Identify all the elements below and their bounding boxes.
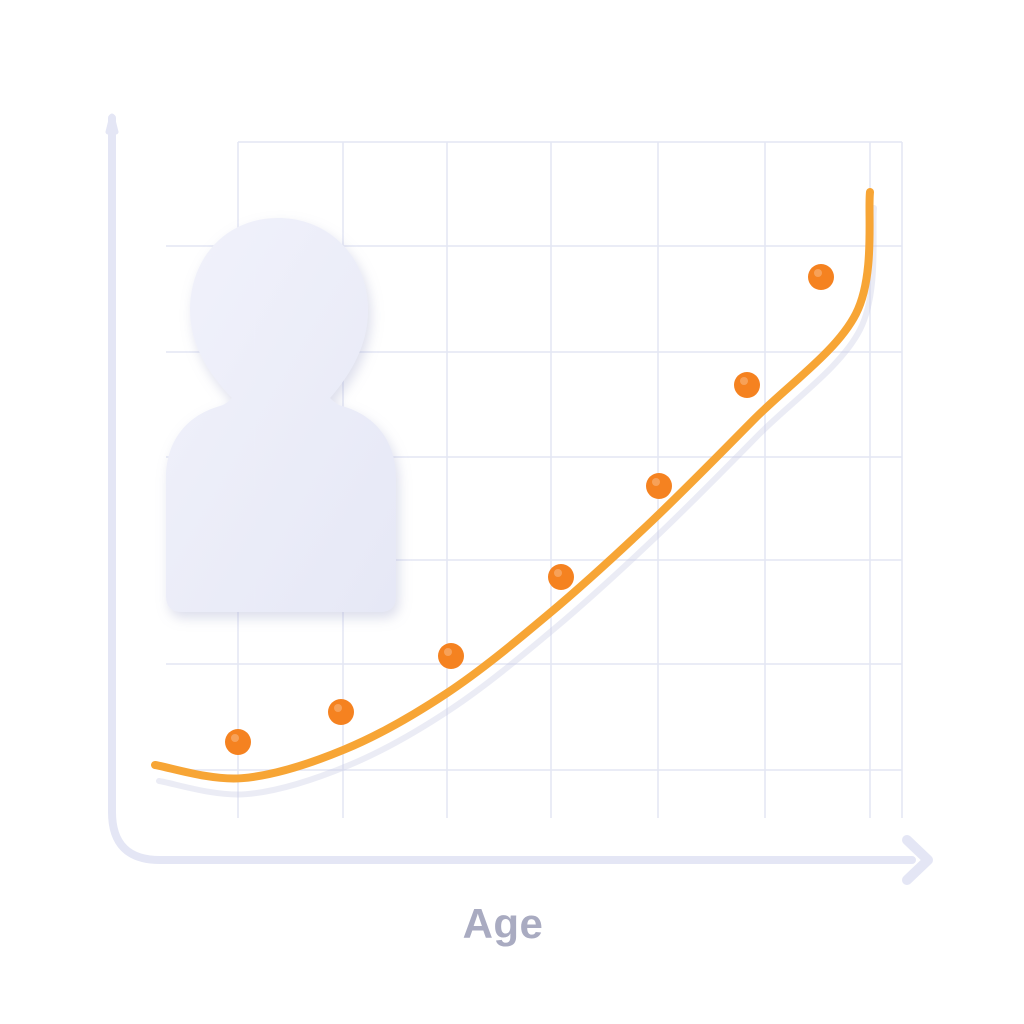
data-point-marker: [734, 372, 760, 398]
series-line-shadow: [156, 205, 877, 798]
data-point-marker: [808, 264, 834, 290]
data-point-marker: [328, 699, 354, 725]
data-point-marker: [225, 729, 251, 755]
data-point-highlight: [814, 269, 822, 277]
x-axis-arrowhead: [902, 835, 933, 885]
data-point-highlight: [554, 569, 562, 577]
axes-frame: [108, 114, 916, 864]
person-silhouette-icon: [166, 218, 396, 612]
series-line: [151, 188, 874, 783]
data-point-highlight: [652, 478, 660, 486]
data-point-marker: [646, 473, 672, 499]
x-axis-label: Age: [462, 900, 544, 947]
data-point-highlight: [444, 648, 452, 656]
data-point-highlight: [740, 377, 748, 385]
data-point-marker: [438, 643, 464, 669]
axes: [105, 113, 933, 885]
data-point-highlight: [334, 704, 342, 712]
data-point-highlight: [231, 734, 239, 742]
data-point-marker: [548, 564, 574, 590]
series-age-growth: [151, 188, 877, 798]
y-axis-arrowhead: [105, 113, 119, 135]
